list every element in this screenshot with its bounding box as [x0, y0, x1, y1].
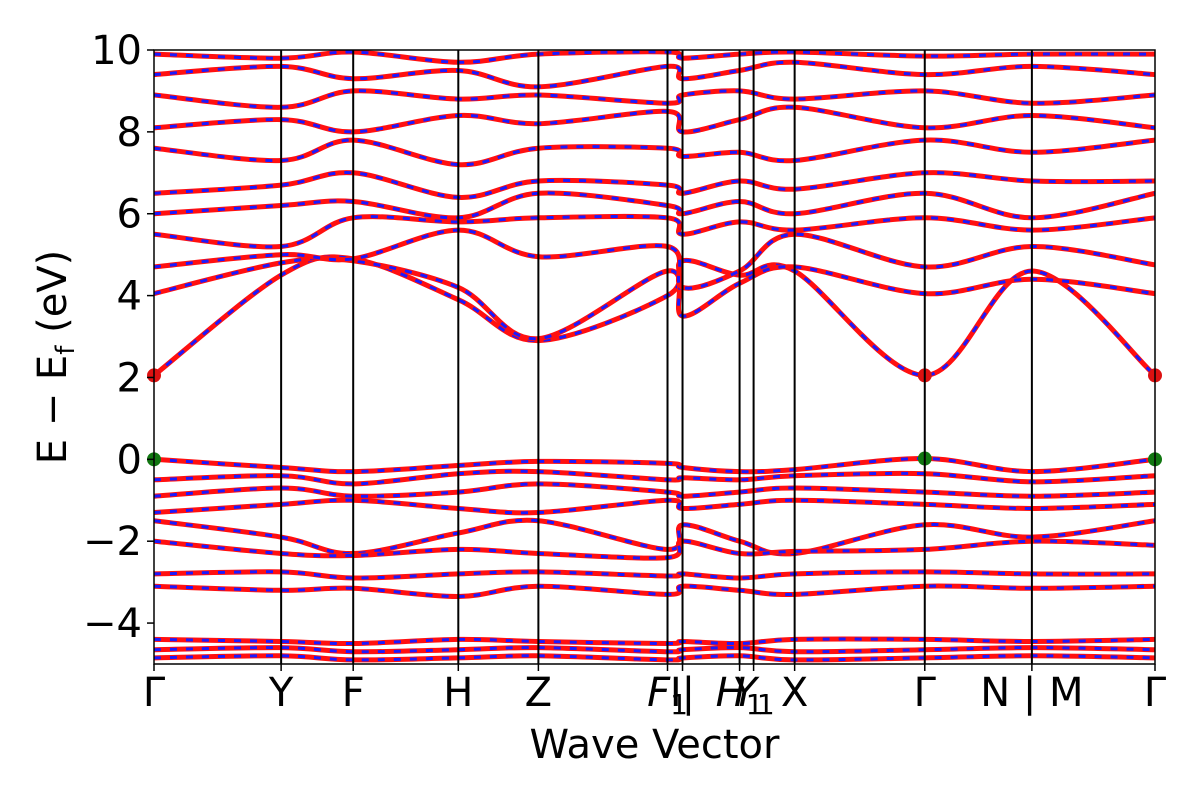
x-tick-label-12: N | M	[980, 670, 1083, 716]
band-line-dashed-17	[154, 539, 1155, 560]
band-line-10	[154, 59, 1155, 90]
band-line-8	[154, 104, 1155, 135]
x-tick-label-5: Z	[525, 670, 552, 716]
x-tick-label-2: Y	[268, 670, 294, 716]
band-line-dashed-9	[154, 89, 1155, 109]
x-tick-label-6: F1	[647, 670, 688, 721]
bands-layer	[154, 50, 1155, 663]
y-tick-label-2: −2	[83, 519, 142, 565]
x-tick-label-7: I|	[670, 670, 695, 716]
y-tick-label-4: 2	[117, 355, 142, 401]
band-line-7	[154, 137, 1155, 168]
x-axis-title: Wave Vector	[530, 722, 781, 768]
y-tick-label-5: 4	[117, 274, 142, 320]
band-line-dashed-10	[154, 60, 1155, 89]
band-line-dashed-8	[154, 105, 1155, 134]
y-axis-title-unit: (eV)	[30, 250, 76, 346]
band-line-2	[154, 255, 1155, 342]
band-line-dashed-5	[154, 191, 1155, 220]
y-axis-title-subscript: f	[51, 345, 81, 355]
y-tick-label-8: 10	[91, 28, 142, 74]
band-line-dashed-6	[154, 171, 1155, 199]
band-line-13	[154, 468, 1155, 487]
band-line-16	[154, 517, 1155, 557]
band-line-dashed-7	[154, 138, 1155, 167]
band-line-12	[154, 455, 1155, 475]
band-line-6	[154, 170, 1155, 200]
band-line-dashed-21	[154, 646, 1155, 654]
band-line-dashed-22	[154, 654, 1155, 662]
band-line-5	[154, 190, 1155, 221]
special-points-layer	[147, 368, 1162, 467]
x-tick-label-10: X	[781, 670, 808, 716]
band-line-dashed-18	[154, 570, 1155, 580]
band-line-11	[154, 50, 1155, 65]
band-line-dashed-4	[154, 214, 1155, 249]
band-line-dashed-15	[154, 498, 1155, 515]
plot-frame	[153, 49, 1156, 665]
x-tick-label-1: Γ	[143, 670, 166, 716]
x-tick-label-13: Γ	[1144, 670, 1167, 716]
y-tick-label-3: 0	[117, 437, 142, 483]
x-tick-label-3: F	[342, 670, 365, 716]
band-line-4	[154, 213, 1155, 250]
y-tick-label-1: −4	[83, 601, 142, 647]
x-tick-label-8: H1	[716, 670, 764, 721]
band-line-dashed-2	[154, 256, 1155, 341]
band-line-dashed-3	[154, 228, 1155, 290]
x-tick-label-4: H	[443, 670, 473, 716]
x-tick-label-11: Γ	[914, 670, 937, 716]
y-axis-title-main: E − E	[30, 355, 76, 465]
kpath-lines-layer	[280, 50, 1033, 664]
band-line-14	[154, 481, 1155, 499]
y-axis: −4 −2 0 2 4 6 8 10	[83, 28, 154, 647]
y-tick-label-6: 6	[117, 192, 142, 238]
y-axis-title: E − Ef (eV)	[30, 250, 81, 465]
band-line-dashed-20	[154, 637, 1155, 646]
band-line-19	[154, 583, 1155, 600]
x-tick-label-9: Y1	[732, 670, 774, 721]
y-tick-label-7: 8	[117, 110, 142, 156]
